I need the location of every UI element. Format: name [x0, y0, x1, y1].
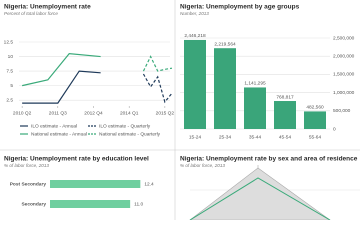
x-tick-label: 55-64: [309, 134, 322, 140]
chart-subtitle: % of labor force, 2013: [4, 163, 49, 168]
y-tick-label: 10: [8, 54, 14, 60]
chart-subtitle: Number, 2013: [180, 11, 209, 16]
x-tick-label: 15-24: [189, 134, 202, 140]
line: [142, 73, 173, 104]
y-tick-label: 1,500,000: [333, 72, 355, 78]
x-tick-label: 25-34: [219, 134, 232, 140]
value-label: 12.4: [144, 181, 154, 187]
bar: [274, 101, 296, 129]
bar: [304, 111, 326, 129]
value-label: 1,141,295: [244, 81, 266, 87]
chart-title: Nigeria: Unemployment rate: [4, 4, 91, 11]
y-tick-label: 2.5: [6, 97, 13, 103]
bar: [244, 87, 266, 129]
x-tick-label: 2010 Q2: [13, 110, 32, 116]
x-tick-label: 2011 Q3: [49, 110, 67, 116]
area-decoration: [189, 165, 360, 220]
chart-subtitle: % of labor force, 2013: [180, 163, 225, 168]
y-tick-label: 2,500,000: [333, 35, 355, 41]
legend-label: ILO estimate - Quarterly: [99, 123, 151, 129]
category-label: Post Secondary: [10, 181, 47, 187]
y-tick-label: 7.5: [6, 68, 13, 74]
x-tick-label: 35-44: [249, 134, 262, 140]
line: [22, 53, 101, 87]
chart-subtitle: Percent of total labor force: [4, 11, 58, 16]
y-tick-label: 0: [333, 126, 336, 132]
bar: [50, 180, 141, 188]
legend-label: ILO estimate - Annual: [31, 123, 77, 129]
bar: [214, 48, 236, 129]
value-label: 11.0: [134, 201, 143, 207]
category-label: Secondary: [21, 201, 46, 207]
value-label: 2,446,218: [184, 33, 206, 39]
line: [22, 70, 101, 104]
chart-title: Nigeria: Unemployment rate by education …: [4, 156, 149, 163]
x-tick-label: 2012 Q4: [84, 110, 103, 116]
x-tick-label: 2015 Q2: [156, 110, 175, 116]
value-label: 2,219,564: [214, 41, 236, 47]
bar: [184, 39, 206, 129]
x-tick-label: 2014 Q1: [120, 110, 139, 116]
y-tick-label: 1,000,000: [333, 90, 355, 96]
legend-label: National estimate - Quarterly: [99, 131, 161, 137]
value-label: 768,817: [276, 94, 294, 100]
chart-title: Nigeria: Unemployment rate by sex and ar…: [180, 156, 358, 163]
legend-label: National estimate - Annual: [31, 131, 87, 137]
y-tick-label: 2,000,000: [333, 53, 355, 59]
x-tick-label: 45-54: [279, 134, 292, 140]
y-tick-label: 500,000: [333, 108, 351, 114]
bar: [50, 200, 131, 208]
y-tick-label: 5: [10, 83, 13, 89]
y-tick-label: 12.5: [4, 39, 14, 45]
chart-title: Nigeria: Unemployment by age groups: [180, 4, 300, 11]
value-label: 482,560: [306, 105, 324, 111]
line: [142, 55, 173, 72]
